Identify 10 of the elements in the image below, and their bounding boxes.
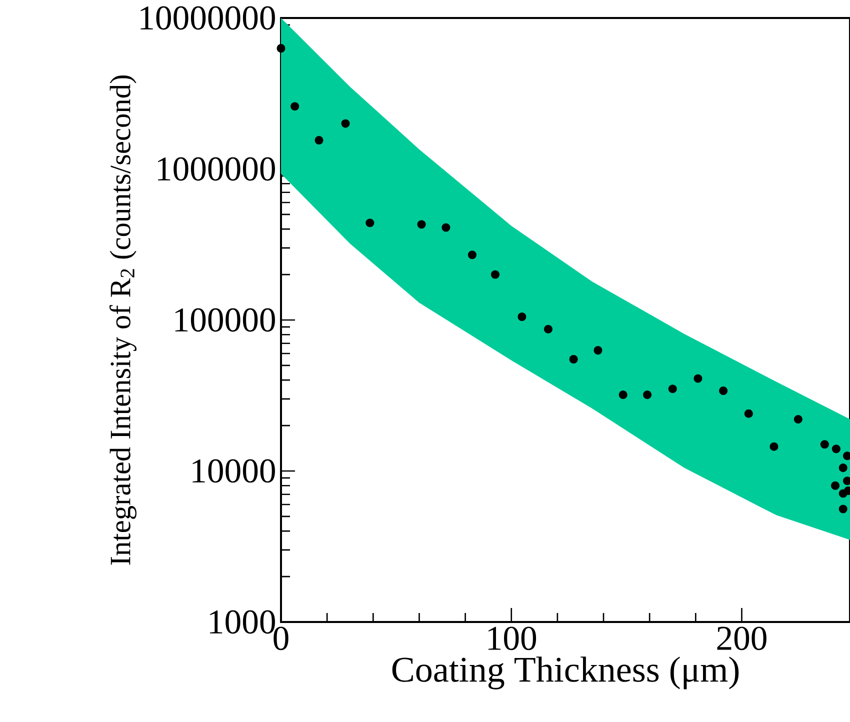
x-tick-label: 100 <box>488 626 536 650</box>
y-tick-label: 10000 <box>192 459 275 483</box>
y-axis-title: Integrated Intensity of R$_{2}$ (counts/second) <box>109 75 136 565</box>
x-tick-label: 200 <box>717 626 766 650</box>
y-tick-label: 1000000 <box>158 157 275 181</box>
y-tick-label: 1000 <box>210 610 275 634</box>
x-tick-label: 0 <box>274 626 288 650</box>
x-axis-title: Coating Thickness (μm) <box>392 656 739 690</box>
y-tick-label: 10000000 <box>140 6 275 30</box>
y-tick-label: 100000 <box>175 308 275 332</box>
